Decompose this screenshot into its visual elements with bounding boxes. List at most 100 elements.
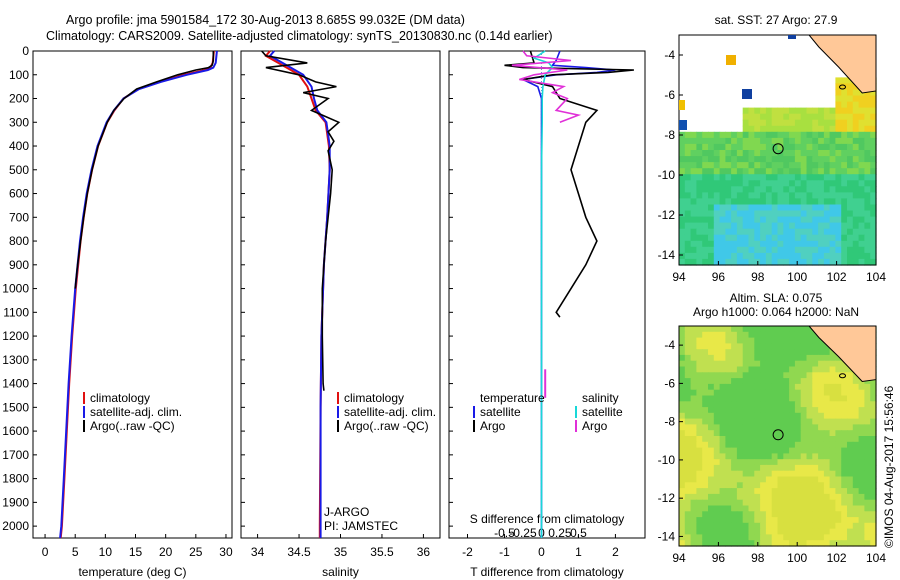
map-cell-sla	[870, 424, 877, 431]
map-frame-sla	[678, 325, 877, 547]
map-cell-sst	[835, 192, 842, 200]
map-cell-sla	[760, 499, 767, 507]
map-cell-sst	[847, 162, 854, 169]
y-tick-label: 300	[9, 115, 29, 129]
map-cell-sst	[783, 252, 790, 260]
map-cell-sst	[713, 150, 721, 157]
map-cell-sst	[870, 119, 877, 127]
temp-x-tick-label: 0	[42, 545, 49, 559]
map-cell-sla	[684, 366, 692, 373]
map-cell-sst	[765, 131, 773, 139]
map-cell-sst	[847, 156, 854, 163]
map-cell-sla	[858, 389, 865, 397]
map-cell-sst	[870, 240, 877, 248]
map-cell-sla	[731, 540, 738, 547]
map-cell-sla	[736, 499, 744, 507]
map-cell-sla	[708, 436, 715, 443]
map-cell-sla	[690, 331, 697, 339]
map-cell-sst	[702, 216, 709, 224]
sst-square	[679, 120, 687, 130]
map-cell-sst	[852, 125, 860, 133]
map-cell-sst	[847, 234, 854, 242]
map-cell-sst	[690, 234, 697, 242]
map-cell-sla	[835, 430, 842, 437]
map-cell-sst	[748, 198, 755, 206]
map-cell-sst	[852, 150, 860, 157]
map-cell-sst	[771, 143, 779, 151]
map-cell-sla	[847, 470, 854, 478]
map-cell-sla	[852, 418, 860, 425]
map-cell-sla	[736, 395, 744, 402]
map-cell-sst	[818, 174, 825, 181]
map-cell-sst	[777, 107, 784, 115]
map-cell-sla	[777, 534, 784, 541]
map-cell-sla	[823, 459, 831, 466]
map-cell-sst	[719, 258, 726, 266]
map-cell-sst	[777, 186, 784, 193]
map-cell-sst	[719, 252, 726, 260]
map-cell-sla	[760, 534, 767, 541]
map-cell-sla	[870, 464, 877, 472]
map-cell-sst	[696, 234, 703, 242]
map-cell-sla	[760, 337, 767, 344]
map-cell-sst	[789, 168, 796, 175]
map-cell-sst	[864, 143, 871, 151]
map-cell-sst	[789, 131, 796, 139]
map-cell-sst	[841, 180, 848, 187]
map-cell-sla	[835, 354, 842, 362]
map-cell-sla	[725, 401, 732, 408]
map-cell-sla	[812, 441, 819, 449]
map-cell-sla	[812, 383, 819, 391]
map-cell-sla	[719, 331, 726, 339]
map-cell-sla	[719, 366, 726, 373]
map-cell-sst	[725, 174, 732, 181]
map-cell-sst	[835, 228, 842, 236]
map-cell-sla	[765, 493, 773, 501]
map-cell-sla	[725, 528, 732, 535]
map-cell-sla	[725, 378, 732, 385]
y-tick-label: 400	[9, 139, 29, 153]
map-cell-sla	[864, 378, 871, 385]
map-cell-sla	[690, 476, 697, 483]
map-cell-sst	[829, 143, 836, 151]
map-cell-sla	[783, 522, 790, 530]
map-cell-sla	[754, 366, 761, 373]
map-cell-sla	[731, 493, 738, 501]
map-cell-sst	[690, 162, 697, 169]
map-cell-sst	[829, 125, 836, 133]
map-cell-sst	[852, 216, 860, 224]
map-cell-sst	[748, 240, 755, 248]
map-cell-sla	[771, 441, 779, 449]
map-cell-sla	[679, 459, 686, 466]
map-cell-sla	[841, 360, 848, 368]
map-cell-sst	[783, 131, 790, 139]
map-cell-sst	[748, 192, 755, 200]
map-cell-sla	[731, 326, 738, 333]
map-cell-sla	[847, 528, 854, 535]
map-cell-sla	[870, 470, 877, 478]
map-cell-sla	[754, 447, 761, 454]
map-cell-sla	[679, 476, 686, 483]
map-cell-sst	[858, 192, 865, 200]
map-cell-sla	[771, 517, 779, 524]
map-cell-sst	[754, 204, 761, 212]
map-cell-sst	[771, 252, 779, 260]
map-cell-sst	[783, 234, 790, 242]
map-cell-sla	[754, 395, 761, 402]
map-cell-sla	[684, 464, 692, 472]
map-cell-sla	[760, 424, 767, 431]
map-cell-sst	[841, 143, 848, 151]
map-cell-sst	[702, 131, 709, 139]
map-cell-sla	[690, 534, 697, 541]
map-cell-sla	[713, 522, 721, 530]
map-cell-sla	[841, 424, 848, 431]
map-cell-sst	[748, 131, 755, 139]
map-cell-sla	[783, 383, 790, 391]
map-cell-sst	[852, 222, 860, 230]
plot-frame-difference	[448, 50, 646, 539]
map-cell-sla	[829, 436, 836, 443]
map-cell-sla	[847, 418, 854, 425]
map-cell-sla	[771, 511, 779, 518]
map-cell-sla	[858, 540, 865, 547]
map-cell-sst	[818, 186, 825, 193]
